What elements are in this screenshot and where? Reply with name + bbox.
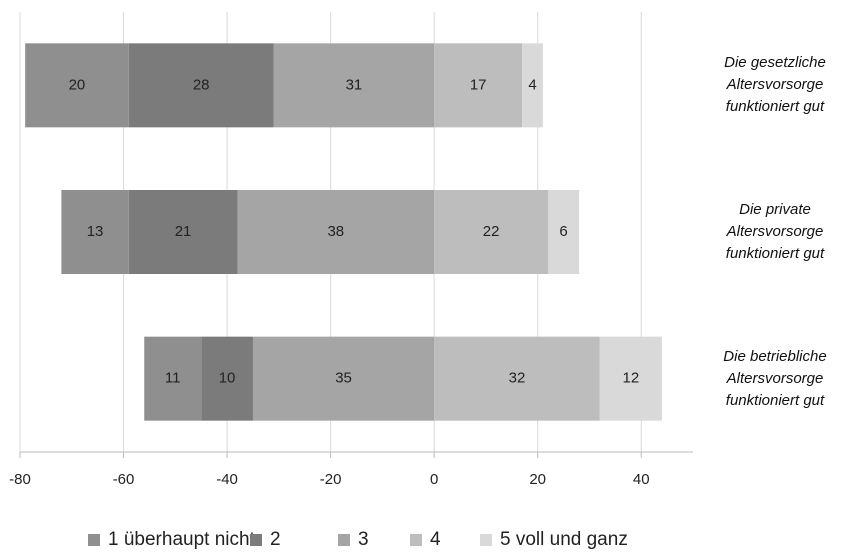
bar-segment [522,43,543,128]
legend-swatch [480,534,492,546]
data-label: 32 [509,370,526,387]
x-tick-label: -20 [320,471,342,488]
x-tick-label: -40 [216,471,238,488]
x-tick-label: -80 [9,471,31,488]
bar-segment [599,336,662,421]
category-label: Die betriebliche Altersvorsorge funktion… [723,347,827,409]
x-tick-label: 0 [430,471,438,488]
data-label: 11 [165,370,181,387]
bar-segment [237,190,435,274]
bar-segment [434,190,549,274]
data-label: 21 [175,223,192,240]
legend-label: 5 voll und ganz [500,529,628,550]
bar-segment [548,190,580,274]
data-label: 4 [528,76,536,93]
bar-segment [434,336,600,421]
bar-segment [273,43,435,128]
bar-segment [25,43,129,128]
data-label: 20 [69,76,86,93]
data-label: 12 [623,370,640,387]
data-label: 28 [193,76,210,93]
bar-segment [128,190,238,274]
data-label: 35 [335,370,352,387]
data-label: 10 [219,370,236,387]
category-label: Die private Altersvorsorge funktioniert … [725,201,825,262]
bar-segment [252,336,435,421]
bar-segment [128,43,274,128]
legend-swatch [250,534,262,546]
bar-segment [144,336,202,421]
legend-label: 4 [430,529,441,550]
data-label: 6 [559,223,567,240]
bar-segment [201,336,253,421]
data-label: 38 [327,223,344,240]
legend-label: 2 [270,529,281,550]
data-label: 31 [346,76,363,93]
x-tick-label: -60 [113,471,135,488]
x-tick-label: 20 [529,471,546,488]
bar-segment [61,190,129,274]
legend-label: 3 [358,529,369,550]
x-tick-label: 40 [633,471,650,488]
data-label: 22 [483,223,500,240]
category-label: Die gesetzliche Altersvorsorge funktioni… [724,54,826,116]
legend-swatch [88,534,100,546]
data-label: 13 [87,223,104,240]
bar-segment [434,43,523,128]
legend-swatch [410,534,422,546]
data-label: 17 [470,76,487,93]
legend-swatch [338,534,350,546]
legend-label: 1 überhaupt nicht [108,529,256,550]
